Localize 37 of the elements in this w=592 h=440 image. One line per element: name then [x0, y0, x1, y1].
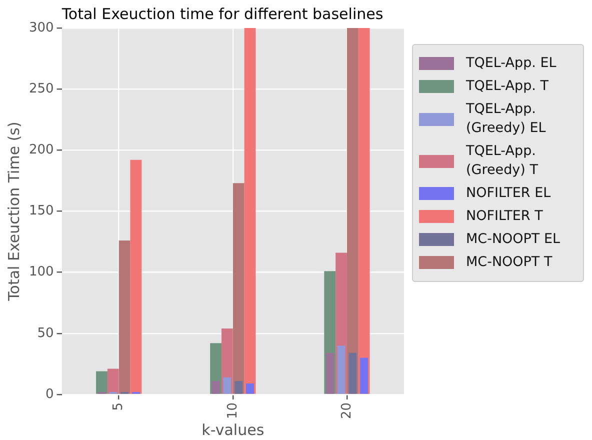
y-tick-label: 50: [37, 326, 54, 341]
x-tick-label: 20: [339, 402, 354, 420]
legend-label: TQEL-App. (Greedy) T: [466, 142, 539, 180]
legend-label: TQEL-App. T: [466, 77, 550, 96]
bar: [96, 371, 108, 394]
y-tick-label: 300: [28, 20, 54, 36]
bar: [337, 346, 346, 394]
bar: [348, 352, 357, 394]
bar: [212, 381, 220, 394]
bar: [358, 28, 370, 394]
y-tick-label: 100: [28, 264, 54, 280]
bar: [326, 352, 334, 394]
bar: [232, 183, 244, 394]
x-axis-title: k-values: [202, 420, 264, 439]
x-tick-label: 10: [225, 402, 240, 420]
legend-label: TQEL-App. (Greedy) EL: [466, 100, 547, 138]
legend-label: MC-NOOPT EL: [466, 230, 562, 249]
x-tick-label: 5: [111, 402, 126, 411]
y-tick-label: 150: [28, 204, 54, 219]
y-tick-label: 250: [28, 81, 54, 96]
legend-label: NOFILTER T: [466, 207, 544, 226]
bar: [223, 377, 232, 394]
bar: [107, 368, 119, 394]
y-tick-label: 200: [28, 142, 54, 158]
bar: [346, 28, 358, 394]
bar: [118, 240, 130, 394]
y-axis-title: Total Exeuction Time (s): [4, 122, 23, 302]
y-tick-label: 0: [46, 386, 54, 402]
legend-label: MC-NOOPT T: [466, 253, 554, 272]
legend-label: NOFILTER EL: [466, 184, 552, 203]
bar: [130, 160, 142, 394]
bar: [246, 383, 254, 394]
bar: [360, 358, 368, 394]
legend-label: TQEL-App. EL: [466, 54, 558, 73]
bar: [234, 381, 243, 394]
bar: [244, 28, 256, 394]
chart-title: Total Exeuction time for different baselines: [60, 4, 384, 23]
